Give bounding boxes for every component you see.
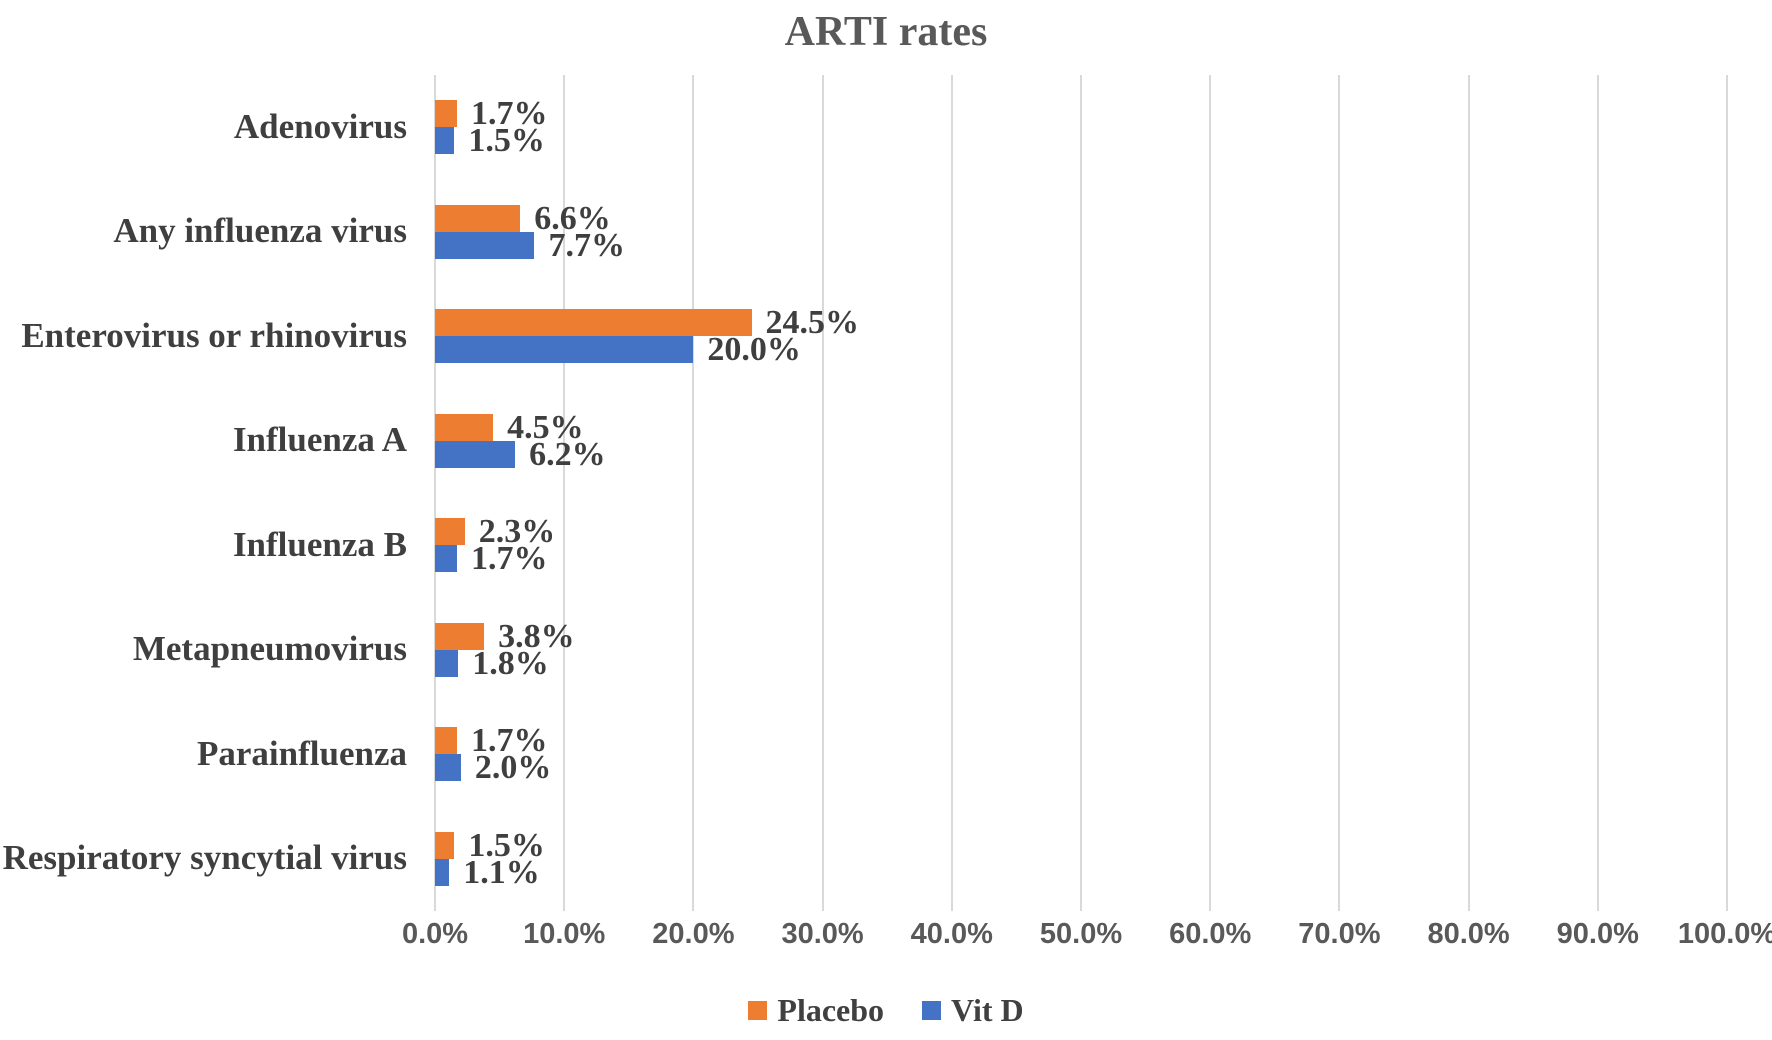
- gridline-70-0: [1338, 75, 1341, 911]
- x-tick-label-100-0: 100.0%: [1677, 918, 1772, 950]
- data-label-placebo-respiratory-syncytial-virus: 1.5%: [468, 826, 545, 864]
- category-label-influenza-a: Influenza A: [232, 420, 407, 460]
- gridline-60-0: [1209, 75, 1212, 911]
- data-label-vit-d-metapneumovirus: 1.8%: [472, 644, 549, 682]
- data-label-vit-d-influenza-a: 6.2%: [529, 435, 606, 473]
- legend-label-vit-d: Vit D: [951, 991, 1024, 1028]
- x-tick-label-10-0: 10.0%: [523, 918, 606, 950]
- bar-vit-d-parainfluenza: [435, 754, 461, 782]
- bar-placebo-any-influenza-virus: [435, 204, 521, 232]
- gridline-80-0: [1467, 75, 1470, 911]
- gridline-20-0: [692, 75, 695, 911]
- data-label-placebo-influenza-b: 2.3%: [478, 513, 556, 551]
- category-label-respiratory-syncytial-virus: Respiratory syncytial virus: [2, 838, 407, 878]
- gridline-100-0: [1726, 75, 1728, 911]
- legend-item-vit-d: Vit D: [922, 992, 1024, 1029]
- x-tick-label-80-0: 80.0%: [1427, 918, 1510, 950]
- category-label-any-influenza-virus: Any influenza virus: [113, 211, 407, 251]
- data-label-vit-d-adenovirus: 1.5%: [468, 122, 545, 160]
- category-axis-labels: Adenovirus Any influenza virus Enterovirus…: [0, 75, 407, 911]
- bar-placebo-parainfluenza: [435, 727, 457, 755]
- data-label-vit-d-parainfluenza: 2.0%: [474, 749, 552, 787]
- x-tick-label-50-0: 50.0%: [1039, 918, 1123, 950]
- bar-placebo-adenovirus: [435, 100, 457, 128]
- gridline-40-0: [950, 75, 953, 911]
- gridline-0-0: [434, 75, 436, 911]
- plot-area: 1.7% 1.5% 6.6% 7.7% 24.5% 20.0% 4.5% 6.2% 2.3% 1.…: [434, 75, 1728, 911]
- data-label-placebo-metapneumovirus: 3.8%: [498, 617, 575, 655]
- x-tick-label-90-0: 90.0%: [1556, 918, 1639, 950]
- category-label-influenza-b: Influenza B: [232, 524, 407, 564]
- x-tick-label-0-0: 0.0%: [401, 918, 469, 950]
- category-label-metapneumovirus: Metapneumovirus: [132, 629, 407, 669]
- data-label-vit-d-respiratory-syncytial-virus: 1.1%: [463, 853, 540, 891]
- bar-placebo-respiratory-syncytial-virus: [435, 831, 455, 859]
- gridline-50-0: [1080, 75, 1082, 911]
- bar-vit-d-enterovirus-or-rhinovirus: [435, 336, 694, 364]
- data-label-vit-d-any-influenza-virus: 7.7%: [548, 226, 625, 264]
- chart-title: ARTI rates: [784, 9, 988, 55]
- data-label-placebo-influenza-a: 4.5%: [507, 408, 584, 446]
- x-tick-label-70-0: 70.0%: [1298, 918, 1381, 950]
- x-tick-label-30-0: 30.0%: [781, 918, 864, 950]
- legend-swatch-placebo: [748, 1000, 768, 1020]
- x-tick-label-60-0: 60.0%: [1169, 918, 1252, 950]
- data-label-vit-d-influenza-b: 1.7%: [470, 540, 548, 578]
- category-label-enterovirus-or-rhinovirus: Enterovirus or rhinovirus: [21, 315, 407, 355]
- gridline-30-0: [821, 75, 824, 911]
- legend-swatch-vit-d: [922, 1000, 942, 1020]
- legend-label-placebo: Placebo: [777, 991, 885, 1028]
- legend: Placebo Vit D: [0, 988, 1772, 1032]
- gridline-90-0: [1596, 75, 1599, 911]
- bar-placebo-influenza-a: [435, 413, 494, 441]
- gridline-10-0: [563, 75, 566, 911]
- legend-item-placebo: Placebo: [748, 992, 884, 1029]
- bar-vit-d-adenovirus: [435, 127, 455, 155]
- x-axis: 0.0% 10.0% 20.0% 30.0% 40.0% 50.0% 60.0% 70.0% 8…: [0, 918, 1772, 962]
- data-label-placebo-enterovirus-or-rhinovirus: 24.5%: [765, 304, 860, 342]
- data-label-placebo-adenovirus: 1.7%: [470, 95, 548, 133]
- bar-placebo-enterovirus-or-rhinovirus: [435, 309, 752, 337]
- data-label-placebo-any-influenza-virus: 6.6%: [534, 199, 611, 237]
- bar-placebo-metapneumovirus: [435, 622, 485, 650]
- category-label-adenovirus: Adenovirus: [233, 106, 407, 146]
- bar-placebo-influenza-b: [435, 518, 465, 546]
- x-tick-label-20-0: 20.0%: [652, 918, 735, 950]
- bar-vit-d-influenza-a: [435, 440, 516, 468]
- data-label-placebo-parainfluenza: 1.7%: [470, 722, 548, 760]
- x-tick-label-40-0: 40.0%: [910, 918, 993, 950]
- category-label-parainfluenza: Parainfluenza: [197, 733, 407, 773]
- data-label-vit-d-enterovirus-or-rhinovirus: 20.0%: [707, 331, 801, 369]
- bar-vit-d-respiratory-syncytial-virus: [435, 858, 450, 886]
- bar-vit-d-any-influenza-virus: [435, 231, 535, 259]
- bar-vit-d-influenza-b: [435, 545, 457, 573]
- bar-vit-d-metapneumovirus: [435, 649, 459, 677]
